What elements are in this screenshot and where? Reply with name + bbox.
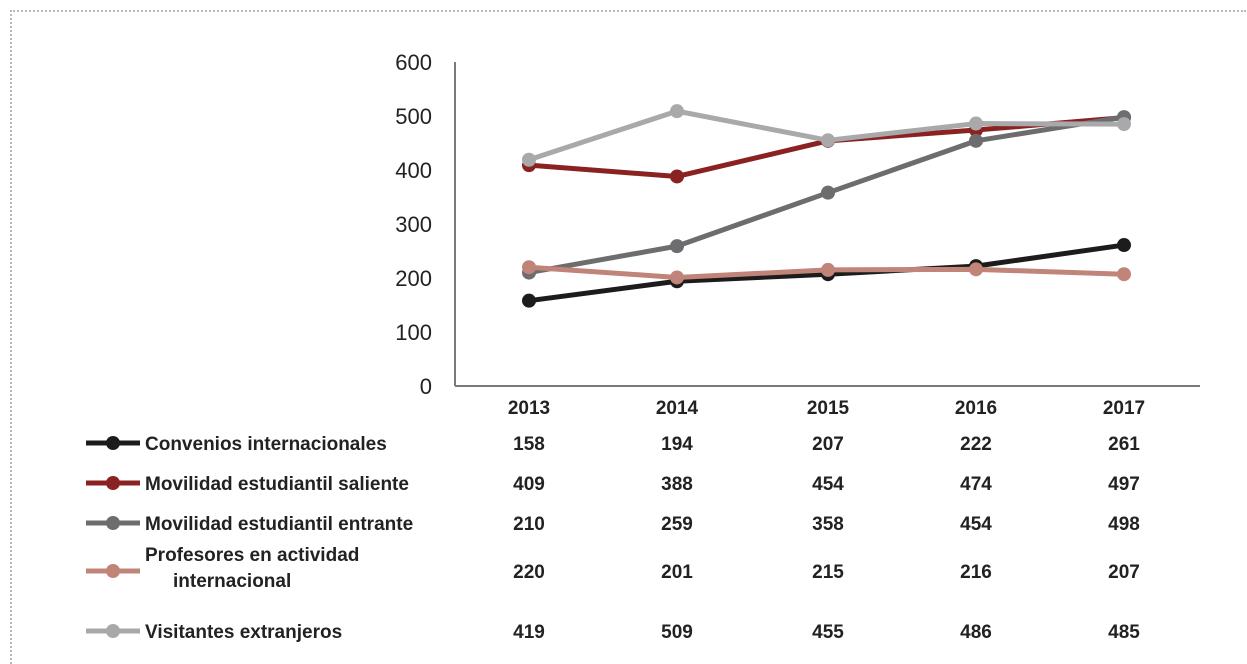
data-label: 474 (960, 474, 992, 495)
data-point (821, 262, 835, 277)
data-label: 486 (960, 622, 992, 643)
y-tick-label: 100 (395, 320, 432, 345)
data-label: 259 (661, 514, 693, 535)
series-lines (522, 104, 1131, 308)
data-label: 216 (960, 562, 992, 583)
data-point (1117, 238, 1131, 253)
data-label: 509 (661, 622, 693, 643)
data-point (1117, 267, 1131, 282)
data-label: 215 (812, 562, 844, 583)
data-point (670, 239, 684, 254)
data-label: 388 (661, 474, 693, 495)
legend-label: Convenios internacionales (145, 434, 387, 455)
legend-key-marker (106, 476, 120, 490)
table-row: Movilidad estudiantil entrante 210 259 358 4… (86, 514, 1140, 535)
legend-label: Movilidad estudiantil entrante (145, 514, 413, 535)
data-label: 210 (513, 514, 545, 535)
table-row: Visitantes extranjeros 419 509 455 486 485 (86, 622, 1140, 643)
data-point (821, 185, 835, 200)
table-row: Profesores en actividad internacional 220 2… (86, 545, 1140, 592)
legend-label: Profesores en actividad internacional (145, 545, 359, 592)
data-label: 207 (1108, 562, 1140, 583)
data-point (821, 133, 835, 148)
legend-key-marker (106, 516, 120, 530)
data-label: 409 (513, 474, 545, 495)
data-label: 220 (513, 562, 545, 583)
x-tick-label: 2015 (807, 398, 850, 419)
x-tick-label: 2014 (656, 398, 699, 419)
data-point (522, 152, 536, 167)
y-tick-label: 600 (395, 50, 432, 75)
table-row: Convenios internacionales 158 194 207 222 261 (86, 434, 1140, 455)
data-point (1117, 117, 1131, 132)
data-point (969, 133, 983, 148)
data-label: 222 (960, 434, 992, 455)
y-tick-label: 0 (420, 374, 432, 399)
data-label: 201 (661, 562, 693, 583)
data-label: 158 (513, 434, 545, 455)
x-tick-label: 2016 (955, 398, 997, 419)
data-point (522, 293, 536, 308)
legend-key-marker (106, 436, 120, 450)
data-label: 454 (812, 474, 844, 495)
y-tick-label: 500 (395, 104, 432, 129)
x-tick-label: 2013 (508, 398, 550, 419)
y-tick-label: 400 (395, 158, 432, 183)
data-label: 485 (1108, 622, 1140, 643)
series-5 (522, 104, 1131, 167)
data-label: 497 (1108, 474, 1140, 495)
axes: 0 100 200 300 400 500 600 2013 2014 2015 2016 2017 (395, 50, 1200, 419)
data-point (670, 169, 684, 184)
data-point (969, 262, 983, 277)
data-point (522, 260, 536, 275)
x-tick-label: 2017 (1103, 398, 1145, 419)
y-tick-label: 300 (395, 212, 432, 237)
table-row: Movilidad estudiantil saliente 409 388 454 4… (86, 474, 1140, 495)
data-label: 358 (812, 514, 844, 535)
data-point (670, 270, 684, 285)
data-label: 194 (661, 434, 693, 455)
y-tick-label: 200 (395, 266, 432, 291)
legend-key-marker (106, 624, 120, 638)
data-label: 419 (513, 622, 545, 643)
data-label: 498 (1108, 514, 1140, 535)
data-label: 261 (1108, 434, 1140, 455)
data-label: 455 (812, 622, 844, 643)
data-label: 454 (960, 514, 992, 535)
chart-frame (10, 10, 1246, 664)
series-4 (522, 260, 1131, 285)
legend-label: Visitantes extranjeros (145, 622, 342, 643)
legend-key-marker (106, 564, 120, 578)
data-label: 207 (812, 434, 844, 455)
data-point (969, 116, 983, 131)
data-table: Convenios internacionales 158 194 207 222 261… (86, 434, 1140, 643)
data-point (670, 104, 684, 119)
legend-label: Movilidad estudiantil saliente (145, 474, 409, 495)
